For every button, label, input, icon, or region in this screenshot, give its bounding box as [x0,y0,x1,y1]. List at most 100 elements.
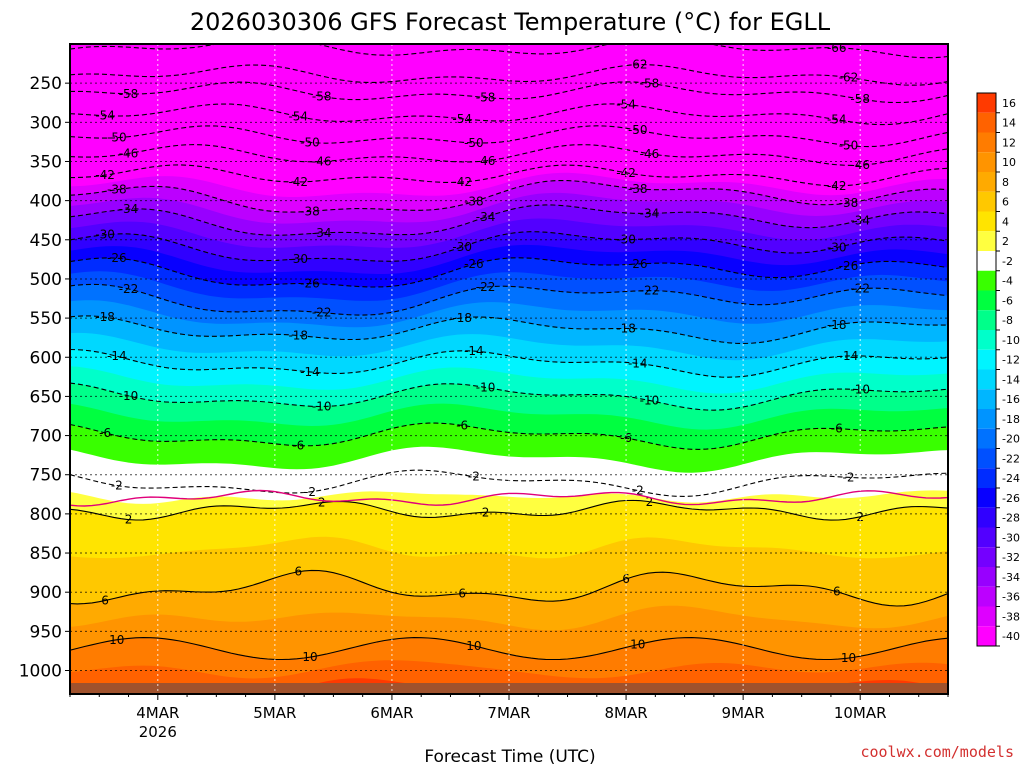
colorbar-swatch [977,93,996,113]
contour-label: -50 [300,136,320,150]
contour-label: -54 [288,110,308,124]
contour-label: -14 [839,349,859,363]
contour-label: -46 [119,146,139,160]
colorbar-label: -2 [1002,255,1013,268]
contour-label: -22 [476,280,496,294]
y-tick-label: 550 [30,309,62,329]
contour-label: -10 [640,393,660,407]
y-tick-label: 250 [30,74,62,94]
y-tick-label: 800 [30,505,62,525]
colorbar-swatch [977,369,996,390]
colorbar-label: -6 [1002,294,1013,307]
contour-label: -6 [292,439,304,453]
contour-label: 6 [294,565,302,579]
plot-area: -66-62-62-58 -58 -58-58-58-54 -54 -54-54-54-… [69,41,949,695]
contour-label: -58 [119,87,139,101]
colorbar-label: -38 [1002,610,1020,623]
contour-label: -34 [119,202,139,216]
contour-label: -26 [107,251,127,265]
colorbar-swatch [977,330,996,350]
contour-label: -18 [616,321,636,335]
contour-line [70,257,948,288]
contour-label: -66 [827,41,847,55]
x-tick-label: 4MAR [136,704,179,722]
contour-label: -58 [312,89,332,103]
y-tick-label: 600 [30,348,62,368]
colorbar-label: -40 [1002,630,1020,643]
contour-label: -26 [628,257,648,271]
colorbar-label: -36 [1002,591,1020,604]
contour-line [70,81,948,104]
contour-label: 10 [841,651,856,665]
colorbar-swatch [977,290,996,311]
contour-label: 6 [101,594,109,608]
colorbar-label: -24 [1002,472,1020,485]
contour-label: 6 [622,572,630,586]
y-tick-label: 500 [30,270,62,290]
colorbar: 16 14 12 10 8 6 4 2 -2 -4 -6 -8 -10 -12 -14 -16 -18 -20 -2… [976,92,1020,647]
freezing-line [70,489,948,507]
colorbar-swatch [977,349,996,370]
contour-label: -14 [464,344,484,358]
chart-title: 2026030306 GFS Forecast Temperature (°C)… [190,8,831,36]
contour-label: -38 [107,183,127,197]
contour-label: -6 [456,418,468,432]
contour-label: -22 [119,282,139,296]
contour-label: -2 [304,485,316,499]
contour-label: -18 [288,328,308,342]
contour-line [70,231,948,262]
colorbar-label: -8 [1002,314,1013,327]
colorbar-label: 10 [1002,156,1016,169]
contour-label: -2 [111,479,123,493]
colorbar-label: 14 [1002,117,1016,130]
colorbar-swatch [977,606,996,627]
contour-label: 10 [630,638,645,652]
contour-label: 2 [482,505,490,519]
contour-label: -54 [95,109,115,123]
colorbar-swatch [977,567,996,587]
contour-label: -22 [312,306,332,320]
colorbar-swatch [977,211,996,232]
colorbar-label: -20 [1002,433,1020,446]
contour-label: -30 [452,240,472,254]
contour-label: -46 [640,147,660,161]
x-tick-label: 8MAR [604,704,647,722]
contour-label: 2 [646,495,654,509]
contour-line [70,204,948,236]
credit-text: coolwx.com/models [860,743,1014,761]
contour-label: -42 [616,166,636,180]
contour-label: -34 [640,206,660,220]
contour-line [70,382,948,411]
contour-label: -30 [827,240,847,254]
contour-label: -2 [468,470,480,484]
contour-label: -10 [312,399,332,413]
y-tick-label: 900 [30,583,62,603]
colorbar-swatch [977,310,996,330]
contour-label: -22 [850,282,870,296]
contour-label: -18 [827,318,847,332]
colorbar-swatch [977,468,996,488]
contour-line [70,179,948,213]
colorbar-label: 4 [1002,215,1009,228]
y-tick-label: 850 [30,544,62,564]
contour-label: -34 [312,226,332,240]
colorbar-label: -34 [1002,571,1020,584]
colorbar-swatch [977,231,996,251]
colorbar-swatch [977,428,996,449]
contour-label: -6 [620,431,632,445]
contour-label: -38 [300,204,320,218]
colorbar-label: -22 [1002,452,1020,465]
contour-label: -2 [843,470,855,484]
y-axis: 250 300 350 400 450 500 550 600 650 700 750 800 850 9… [19,74,70,682]
y-tick-label: 750 [30,466,62,486]
colorbar-swatch [977,132,996,153]
colorbar-swatch [977,448,996,469]
x-tick-label: 5MAR [253,704,296,722]
x-tick-sublabel: 2026 [139,723,177,741]
contour-label: -30 [95,228,115,242]
contour-label: -38 [464,195,484,209]
colorbar-label: 6 [1002,196,1009,209]
contour-label: -42 [288,175,308,189]
contour-label: 2 [125,513,133,527]
